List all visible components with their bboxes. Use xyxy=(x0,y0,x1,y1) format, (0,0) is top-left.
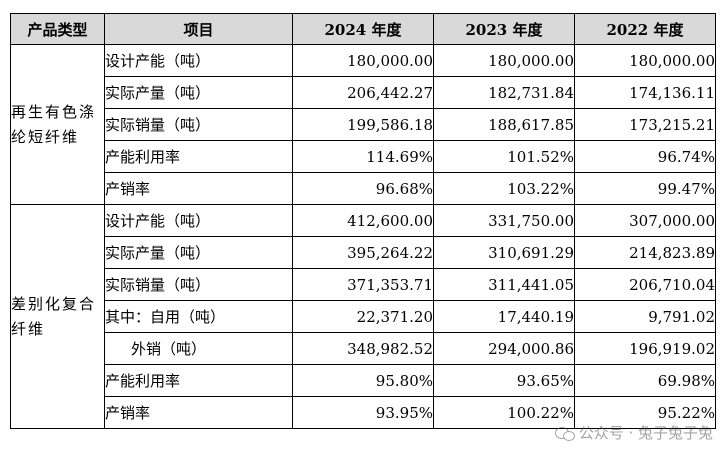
table-row: 再生有色涤纶短纤维 设计产能（吨） 180,000.00 180,000.00 … xyxy=(10,44,716,205)
header-row: 产品类型 项目 2024 年度 2023 年度 2022 年度 xyxy=(10,13,716,45)
value-2024: 93.95% xyxy=(292,396,434,429)
value-2023: 331,750.00 xyxy=(433,204,575,237)
item-cell: 设计产能（吨） xyxy=(104,44,293,77)
item-cell: 实际产量（吨） xyxy=(104,76,293,109)
category-cell: 再生有色涤纶短纤维 xyxy=(10,44,105,205)
header-category: 产品类型 xyxy=(10,13,105,45)
item-cell: 产销率 xyxy=(104,396,293,429)
table-row: 实际销量（吨） 199,586.18 188,617.85 173,215.21 xyxy=(11,108,716,141)
value-2023: 93.65% xyxy=(433,364,575,397)
category-label: 差别化复合纤维 xyxy=(11,294,97,338)
watermark-text: 公众号 · 兔子兔子兔 xyxy=(578,424,713,442)
value-2024: 22,371.20 xyxy=(292,300,434,333)
value-2024: 206,442.27 xyxy=(292,76,434,109)
table-row: 其中：自用（吨） 22,371.20 17,440.19 9,791.02 xyxy=(11,300,716,333)
chat-bubble-icon xyxy=(554,425,575,441)
item-cell: 实际销量（吨） xyxy=(104,108,293,141)
header-item: 项目 xyxy=(104,13,293,45)
table-row: 产销率 93.95% 100.22% 95.22% xyxy=(11,396,716,429)
item-cell: 外销（吨） xyxy=(104,332,293,365)
value-2023: 294,000.86 xyxy=(433,332,575,365)
item-cell: 实际销量（吨） xyxy=(104,268,293,301)
header-2024: 2024 年度 xyxy=(292,13,434,45)
value-2022: 9,791.02 xyxy=(574,300,716,333)
table-row: 差别化复合纤维 设计产能（吨） 412,600.00 331,750.00 30… xyxy=(10,204,716,429)
table-row: 产销率 96.68% 103.22% 99.47% xyxy=(11,172,716,205)
value-2024: 371,353.71 xyxy=(292,268,434,301)
value-2024: 180,000.00 xyxy=(292,44,434,77)
value-2024: 96.68% xyxy=(292,172,434,205)
value-2022: 206,710.04 xyxy=(574,268,716,301)
category-cell: 差别化复合纤维 xyxy=(10,204,105,429)
table-row: 实际产量（吨） 206,442.27 182,731.84 174,136.11 xyxy=(11,76,716,109)
watermark: 公众号 · 兔子兔子兔 xyxy=(554,422,713,443)
table-row: 产能利用率 114.69% 101.52% 96.74% xyxy=(11,140,716,173)
table-row: 外销（吨） 348,982.52 294,000.86 196,919.02 xyxy=(11,332,716,365)
value-2023: 103.22% xyxy=(433,172,575,205)
item-cell: 设计产能（吨） xyxy=(104,204,293,237)
item-cell: 产能利用率 xyxy=(104,140,293,173)
value-2024: 412,600.00 xyxy=(292,204,434,237)
value-2023: 101.52% xyxy=(433,140,575,173)
value-2022: 69.98% xyxy=(574,364,716,397)
category-label: 再生有色涤纶短纤维 xyxy=(11,102,97,146)
value-2023: 188,617.85 xyxy=(433,108,575,141)
value-2023: 182,731.84 xyxy=(433,76,575,109)
production-sales-table: 产品类型 项目 2024 年度 2023 年度 2022 年度 再生有色涤纶短纤… xyxy=(10,13,716,429)
header-2023: 2023 年度 xyxy=(433,13,575,45)
value-2023: 310,691.29 xyxy=(433,236,575,269)
value-2023: 311,441.05 xyxy=(433,268,575,301)
header-2022: 2022 年度 xyxy=(574,13,716,45)
value-2022: 96.74% xyxy=(574,140,716,173)
table-row: 产能利用率 95.80% 93.65% 69.98% xyxy=(11,364,716,397)
table-row: 实际销量（吨） 371,353.71 311,441.05 206,710.04 xyxy=(11,268,716,301)
value-2024: 199,586.18 xyxy=(292,108,434,141)
value-2022: 99.47% xyxy=(574,172,716,205)
item-cell: 实际产量（吨） xyxy=(104,236,293,269)
item-cell: 其中：自用（吨） xyxy=(104,300,293,333)
value-2023: 17,440.19 xyxy=(433,300,575,333)
value-2024: 114.69% xyxy=(292,140,434,173)
value-2024: 395,264.22 xyxy=(292,236,434,269)
value-2022: 214,823.89 xyxy=(574,236,716,269)
value-2023: 100.22% xyxy=(433,396,575,429)
value-2024: 348,982.52 xyxy=(292,332,434,365)
value-2022: 196,919.02 xyxy=(574,332,716,365)
value-2024: 95.80% xyxy=(292,364,434,397)
value-2022: 173,215.21 xyxy=(574,108,716,141)
value-2022: 95.22% xyxy=(574,396,716,429)
value-2022: 174,136.11 xyxy=(574,76,716,109)
item-cell: 产能利用率 xyxy=(104,364,293,397)
item-cell: 产销率 xyxy=(104,172,293,205)
value-2022: 180,000.00 xyxy=(574,44,716,77)
value-2023: 180,000.00 xyxy=(433,44,575,77)
table-row: 实际产量（吨） 395,264.22 310,691.29 214,823.89 xyxy=(11,236,716,269)
value-2022: 307,000.00 xyxy=(574,204,716,237)
